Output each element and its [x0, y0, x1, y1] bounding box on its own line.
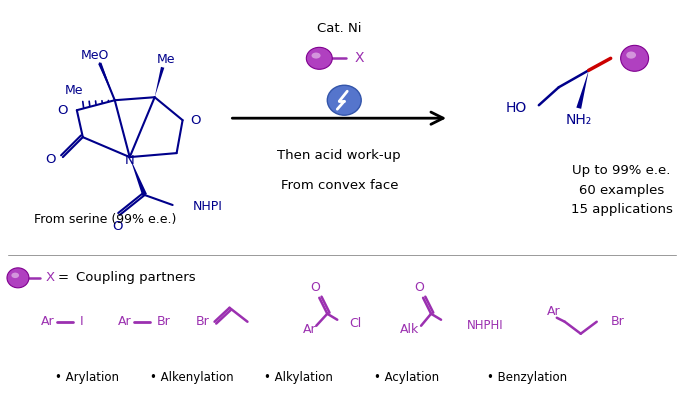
Text: NHPI: NHPI [192, 200, 223, 213]
Text: Cl: Cl [349, 317, 362, 330]
Polygon shape [155, 67, 164, 97]
Ellipse shape [7, 268, 29, 288]
Text: NHPHI: NHPHI [467, 319, 503, 332]
Text: From serine (99% e.e.): From serine (99% e.e.) [34, 213, 176, 226]
Text: 60 examples: 60 examples [579, 183, 664, 196]
Text: O: O [310, 281, 321, 294]
Ellipse shape [626, 51, 636, 59]
Text: O: O [190, 114, 201, 127]
Ellipse shape [312, 53, 321, 59]
Text: Br: Br [157, 315, 171, 328]
Ellipse shape [327, 85, 361, 115]
Text: Ar: Ar [303, 323, 316, 336]
Text: Me: Me [64, 84, 83, 97]
Text: • Alkylation: • Alkylation [264, 371, 334, 384]
Text: N: N [125, 153, 134, 166]
Text: Ar: Ar [118, 315, 132, 328]
Text: O: O [58, 104, 68, 117]
Text: 15 applications: 15 applications [571, 203, 673, 217]
Text: Ar: Ar [41, 315, 55, 328]
Text: Me: Me [156, 53, 175, 66]
Text: O: O [414, 281, 424, 294]
Polygon shape [98, 63, 115, 100]
Text: • Benzylation: • Benzylation [487, 371, 567, 384]
Text: • Alkenylation: • Alkenylation [150, 371, 234, 384]
Ellipse shape [621, 45, 649, 71]
Text: X: X [354, 51, 364, 65]
Text: Then acid work-up: Then acid work-up [277, 149, 401, 162]
Text: MeO: MeO [81, 49, 109, 62]
Polygon shape [576, 70, 588, 109]
Text: X: X [46, 271, 55, 284]
Text: Ar: Ar [547, 305, 560, 318]
Text: NH₂: NH₂ [566, 113, 592, 127]
Text: • Acylation: • Acylation [374, 371, 439, 384]
Text: From convex face: From convex face [281, 179, 398, 192]
Text: Br: Br [196, 315, 210, 328]
Ellipse shape [306, 47, 332, 69]
Text: O: O [46, 153, 56, 166]
Text: Alk: Alk [399, 323, 419, 336]
Text: • Arylation: • Arylation [55, 371, 119, 384]
Text: HO: HO [506, 101, 527, 115]
Text: =: = [58, 271, 69, 284]
Text: Coupling partners: Coupling partners [76, 271, 195, 284]
Ellipse shape [12, 273, 19, 278]
Text: Br: Br [610, 315, 625, 328]
Text: O: O [112, 220, 123, 233]
Text: I: I [80, 315, 84, 328]
Text: Up to 99% e.e.: Up to 99% e.e. [573, 164, 671, 177]
Polygon shape [129, 157, 147, 196]
Text: Cat. Ni: Cat. Ni [317, 22, 362, 35]
